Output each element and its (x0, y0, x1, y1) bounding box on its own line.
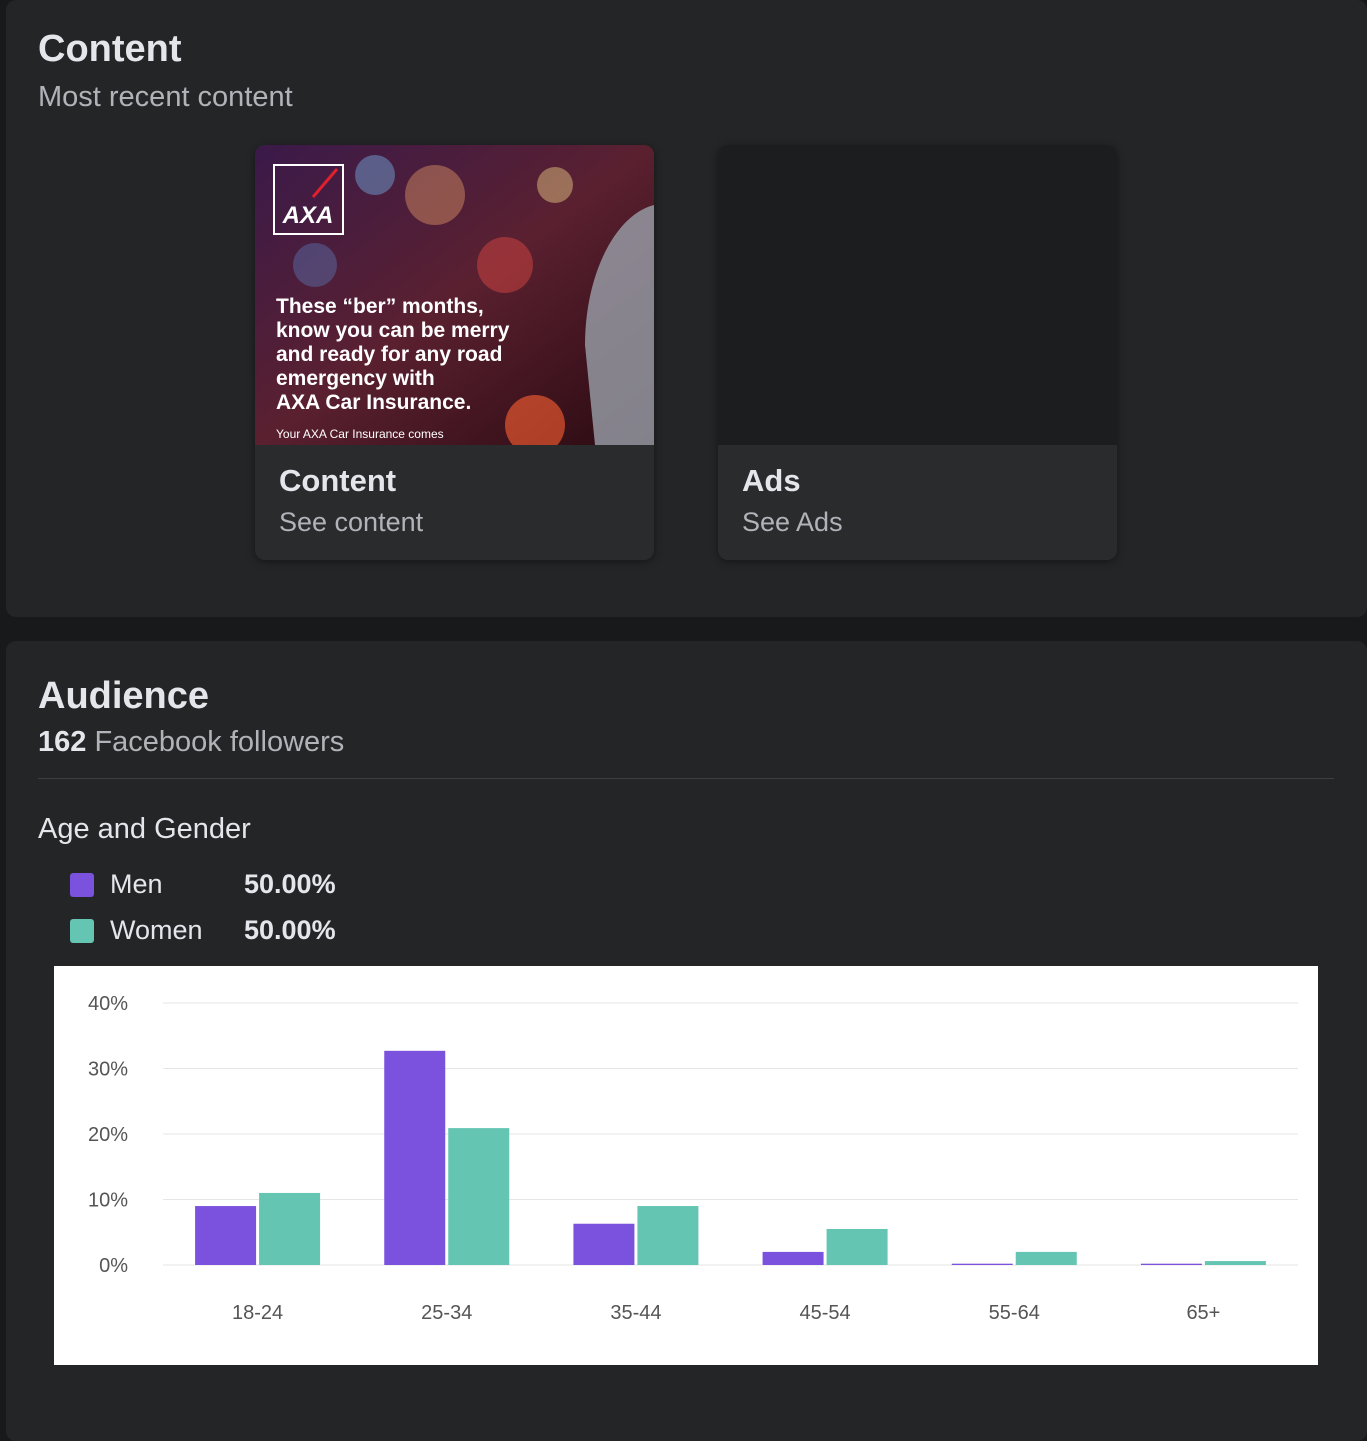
bar (573, 1223, 635, 1265)
x-tick-label: 45-54 (800, 1302, 851, 1324)
x-tick-label: 18-24 (232, 1302, 283, 1324)
bar (1204, 1261, 1266, 1265)
follower-label: Facebook followers (94, 726, 345, 758)
ad-logo: AXA (282, 202, 334, 229)
audience-title: Audience (38, 675, 210, 717)
ad-body: Your AXA Car Insurance comes (276, 427, 444, 441)
ad-headline-line: AXA Car Insurance. (276, 391, 471, 414)
card-title: Content (279, 463, 397, 498)
ad-headline-line: emergency with (276, 367, 435, 390)
x-tick-label: 35-44 (610, 1302, 661, 1324)
content-card[interactable]: AXA These “ber” months, know you can be m… (255, 145, 654, 560)
content-title: Content (38, 28, 182, 70)
bar (384, 1050, 446, 1265)
section-title: Age and Gender (38, 813, 251, 845)
ads-image (718, 145, 1117, 445)
bar (1140, 1263, 1202, 1265)
legend-share: 50.00% (244, 869, 336, 899)
card-link[interactable]: See content (279, 507, 424, 537)
follower-count: 162 (38, 726, 87, 758)
legend-label: Women (110, 915, 203, 945)
legend-share: 50.00% (244, 915, 336, 945)
ad-headline-line: and ready for any road (276, 343, 502, 366)
chart: 0% 10% 20% 30% 40% 18-24 25-34 35-44 45-54 55-64 6… (54, 966, 1318, 1365)
bar (951, 1263, 1013, 1265)
bar (637, 1206, 699, 1265)
bar (448, 1128, 510, 1265)
legend-label: Men (110, 869, 163, 899)
ad-headline-line: know you can be merry (276, 319, 510, 342)
y-tick-label: 10% (88, 1190, 128, 1212)
bar (1015, 1251, 1077, 1265)
follower-line: 162 Facebook followers (38, 726, 344, 759)
bar (762, 1251, 824, 1265)
x-tick-label: 65+ (1186, 1302, 1220, 1324)
y-tick-label: 40% (88, 993, 128, 1015)
legend-swatch (70, 873, 94, 897)
ad-headline-line: These “ber” months, (276, 295, 484, 318)
content-subtitle: Most recent content (38, 81, 293, 113)
x-tick-label: 25-34 (421, 1302, 472, 1324)
y-tick-label: 30% (88, 1059, 128, 1081)
divider (38, 778, 1334, 779)
legend-swatch (70, 919, 94, 943)
bar (826, 1228, 888, 1265)
ads-card[interactable]: Ads See Ads (718, 145, 1117, 560)
card-link[interactable]: See Ads (742, 507, 843, 537)
card-title: Ads (742, 463, 801, 498)
bar (259, 1192, 321, 1265)
x-tick-label: 55-64 (989, 1302, 1040, 1324)
bar (195, 1206, 257, 1265)
y-tick-label: 20% (88, 1124, 128, 1146)
y-tick-label: 0% (99, 1255, 128, 1277)
content-panel: Content Most recent content AXA These “b… (6, 0, 1367, 617)
ad-image: AXA These “ber” months,know you can be m… (255, 145, 654, 445)
